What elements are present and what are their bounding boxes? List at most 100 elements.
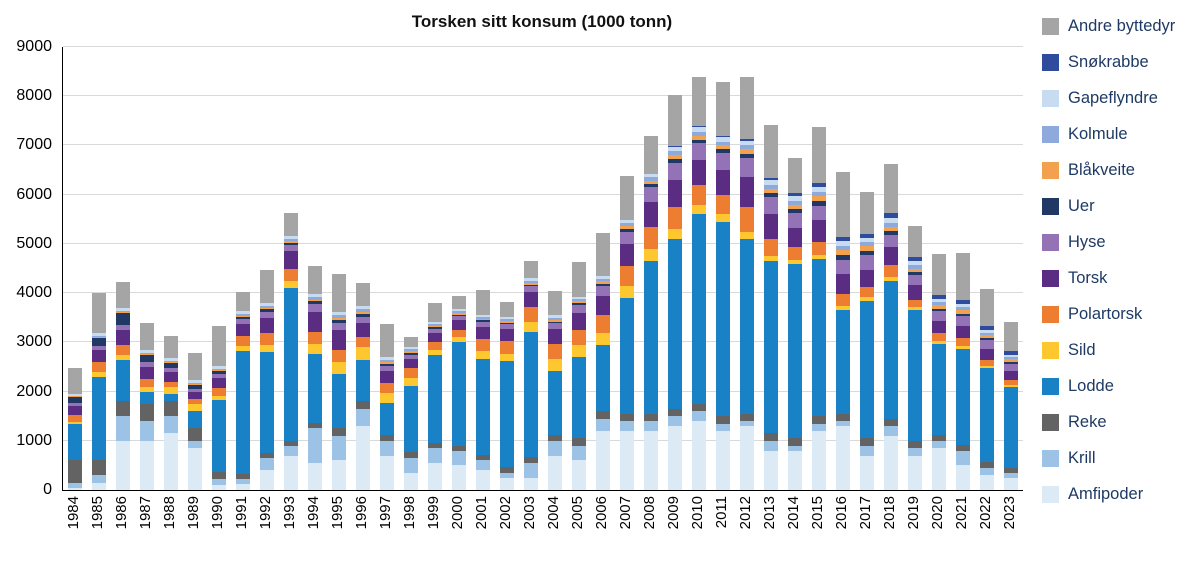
legend-item-hyse: Hyse: [1042, 232, 1175, 253]
bar-segment-andre-byttedyr: [620, 175, 634, 220]
bar-segment-andre-byttedyr: [644, 135, 658, 174]
bar-segment-kolmule: [236, 313, 250, 316]
bar-segment-polartorsk: [572, 330, 586, 345]
bar-segment-andre-byttedyr: [956, 252, 970, 300]
x-tick-label-2006: 2006: [593, 496, 610, 530]
bar-segment-torsk: [596, 295, 610, 316]
bar-segment-reke: [692, 403, 706, 412]
bar-2015: [812, 47, 826, 490]
bar-segment-hyse: [740, 157, 754, 178]
bar-segment-polartorsk: [860, 286, 874, 297]
bar-segment-uer: [764, 193, 778, 198]
bar-1990: [212, 47, 226, 490]
bar-segment-hyse: [620, 231, 634, 244]
bar-segment-reke: [428, 443, 442, 449]
bar-segment-bl-kveite: [980, 335, 994, 339]
bar-segment-gapeflyndre: [212, 366, 226, 369]
bar-segment-bl-kveite: [716, 145, 730, 150]
bar-segment-reke: [812, 416, 826, 424]
bar-segment-hyse: [356, 316, 370, 323]
bar-segment-torsk: [524, 292, 538, 307]
bar-1989: [188, 47, 202, 490]
legend-label-andre-byttedyr: Andre byttedyr: [1068, 17, 1176, 35]
bar-segment-hyse: [284, 245, 298, 252]
bar-segment-bl-kveite: [932, 305, 946, 309]
bar-segment-torsk: [692, 160, 706, 185]
bar-segment-sild: [860, 296, 874, 301]
legend-swatch-lodde: [1042, 378, 1059, 395]
bar-segment-bl-kveite: [740, 149, 754, 154]
bar-segment-kolmule: [836, 245, 850, 251]
bar-segment-lodde: [476, 358, 490, 455]
bar-segment-kolmule: [644, 177, 658, 181]
legend-swatch-andre-byttedyr: [1042, 18, 1059, 35]
bar-segment-krill: [956, 450, 970, 466]
bar-segment-lodde: [308, 353, 322, 423]
y-tick-label-9000: 9000: [16, 38, 52, 55]
bar-segment-sn-krabbe: [980, 326, 994, 331]
bar-segment-reke: [716, 416, 730, 424]
bar-segment-gapeflyndre: [356, 306, 370, 310]
bar-segment-polartorsk: [692, 184, 706, 205]
bar-segment-krill: [404, 458, 418, 473]
bar-segment-torsk: [332, 330, 346, 350]
bar-segment-amfipoder: [428, 462, 442, 490]
bar-segment-hyse: [932, 311, 946, 322]
bar-segment-amfipoder: [596, 430, 610, 490]
bar-segment-krill: [260, 458, 274, 471]
legend-label-polartorsk: Polartorsk: [1068, 305, 1143, 323]
bar-segment-amfipoder: [764, 450, 778, 490]
bar-segment-gapeflyndre: [188, 380, 202, 383]
bar-segment-sild: [284, 280, 298, 289]
bar-segment-sild: [908, 307, 922, 311]
bar-segment-sild: [740, 231, 754, 239]
bar-segment-uer: [260, 309, 274, 312]
bar-segment-bl-kveite: [644, 180, 658, 185]
legend-item-reke: Reke: [1042, 412, 1175, 433]
bar-segment-andre-byttedyr: [428, 303, 442, 322]
bar-segment-gapeflyndre: [788, 196, 802, 201]
legend-item-torsk: Torsk: [1042, 268, 1175, 289]
bar-segment-lodde: [452, 342, 466, 446]
bar-segment-uer: [980, 338, 994, 341]
bar-segment-amfipoder: [548, 455, 562, 490]
bar-segment-torsk: [356, 322, 370, 338]
bar-segment-hyse: [380, 365, 394, 371]
bar-segment-torsk: [260, 317, 274, 333]
bar-segment-reke: [68, 460, 82, 483]
bar-segment-andre-byttedyr: [212, 326, 226, 367]
x-tick-label-2023: 2023: [1001, 496, 1018, 530]
bar-segment-polartorsk: [644, 226, 658, 249]
x-tick-label-2013: 2013: [761, 496, 778, 530]
bar-segment-reke: [116, 401, 130, 417]
bar-segment-bl-kveite: [140, 353, 154, 355]
bar-segment-polartorsk: [524, 306, 538, 322]
bar-segment-polartorsk: [68, 414, 82, 423]
bar-segment-uer: [356, 314, 370, 317]
bar-segment-andre-byttedyr: [932, 254, 946, 296]
bar-segment-bl-kveite: [308, 299, 322, 302]
bar-segment-reke: [788, 438, 802, 446]
x-tick-label-2012: 2012: [737, 496, 754, 530]
bar-segment-sild: [572, 344, 586, 358]
bar-segment-hyse: [332, 322, 346, 331]
x-tick-label-2010: 2010: [689, 496, 706, 530]
bar-segment-amfipoder: [284, 455, 298, 490]
gridline-3000: [63, 341, 1023, 343]
gridline-2000: [63, 390, 1023, 392]
legend-swatch-torsk: [1042, 270, 1059, 287]
bar-segment-gapeflyndre: [716, 137, 730, 142]
bar-segment-sild: [692, 204, 706, 215]
bar-segment-bl-kveite: [908, 268, 922, 273]
gridline-9000: [63, 46, 1023, 47]
bar-segment-lodde: [740, 238, 754, 414]
bar-segment-hyse: [644, 187, 658, 203]
bar-segment-torsk: [932, 321, 946, 334]
bar-segment-polartorsk: [476, 338, 490, 352]
bar-segment-krill: [356, 408, 370, 427]
bar-segment-amfipoder: [68, 487, 82, 490]
bar-segment-polartorsk: [500, 341, 514, 354]
bar-segment-uer: [164, 363, 178, 368]
bar-2010: [692, 47, 706, 490]
bar-2022: [980, 47, 994, 490]
